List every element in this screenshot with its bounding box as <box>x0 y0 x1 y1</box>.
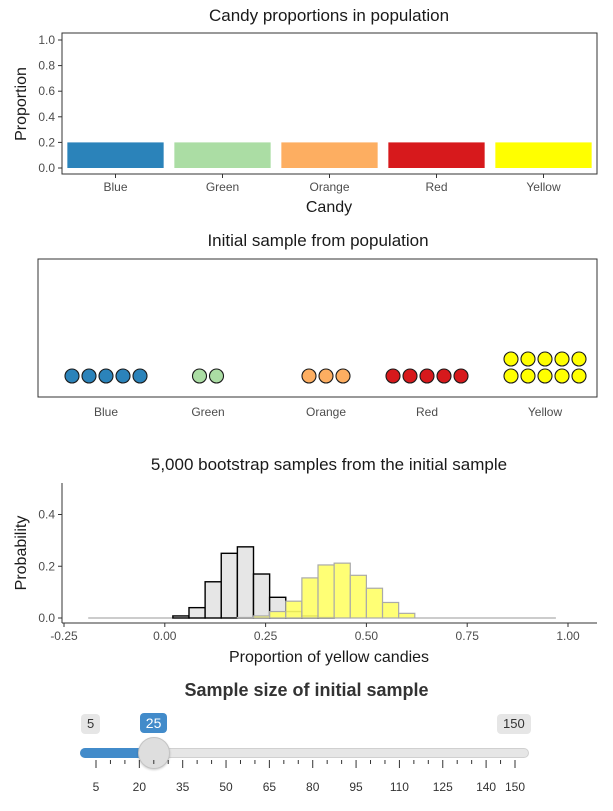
chart1-ylabel: Proportion <box>13 67 30 141</box>
chart2-point-green <box>191 368 208 384</box>
chart2-point-blue <box>98 368 114 384</box>
chart2-point-red <box>436 368 452 384</box>
chart1-xtick-label: Blue <box>103 180 127 194</box>
chart3-bar-yellow <box>269 610 287 619</box>
chart1-xtick-label: Orange <box>309 180 349 194</box>
chart3-xtick-label: 0.75 <box>456 629 480 643</box>
chart1-bar-red <box>388 142 485 168</box>
slider-tick-label: 65 <box>263 780 277 794</box>
chart3-xtick-label: 0.00 <box>153 629 177 643</box>
chart3-bar-yellow <box>285 600 303 619</box>
chart3-bar-yellow <box>333 562 351 619</box>
chart2-point-blue <box>115 368 131 384</box>
chart2-title: Initial sample from population <box>207 231 428 250</box>
chart3-bar-gray <box>188 606 206 619</box>
chart2-point-yellow <box>503 368 519 384</box>
chart1-title: Candy proportions in population <box>209 6 449 25</box>
chart2-point-yellow <box>571 368 587 384</box>
slider-min-label: 5 <box>81 714 101 734</box>
slider-tick-label: 125 <box>433 780 453 794</box>
chart1-xtick-label: Green <box>206 180 239 194</box>
chart2-point-red <box>419 368 435 384</box>
chart1-ytick-label: 0.0 <box>38 161 55 175</box>
chart3-xtick-label: -0.25 <box>50 629 78 643</box>
chart3-bar-gray <box>220 552 239 619</box>
chart2-point-yellow <box>571 351 587 367</box>
chart3-bar-gray <box>252 573 271 619</box>
chart2-point-orange <box>335 368 351 384</box>
slider-tick-label: 5 <box>93 780 100 794</box>
slider-tick-label: 50 <box>219 780 233 794</box>
chart3-ytick-label: 0.2 <box>38 559 55 573</box>
chart1-xtick-label: Yellow <box>526 180 561 194</box>
chart3-ytick-label: 0.0 <box>38 611 55 625</box>
chart1-xlabel: Candy <box>306 199 352 216</box>
chart2-category-label: Orange <box>306 405 346 419</box>
chart1-ytick-label: 0.6 <box>38 84 55 98</box>
slider-tick-label: 80 <box>306 780 320 794</box>
chart1-bar-blue <box>67 142 164 168</box>
chart2-point-yellow <box>537 368 553 384</box>
chart3-bar-gray <box>172 615 190 619</box>
slider-tick-label: 20 <box>133 780 147 794</box>
chart2-point-blue <box>64 368 80 384</box>
slider-title: Sample size of initial sample <box>184 680 429 700</box>
chart3-xtick-label: 0.50 <box>355 629 379 643</box>
slider-tick-label: 110 <box>390 780 409 794</box>
chart3-xlabel: Proportion of yellow candies <box>229 649 429 666</box>
chart2-panel-border <box>37 258 598 398</box>
chart2-category-label: Yellow <box>528 405 563 419</box>
chart3-bar-yellow <box>381 601 400 619</box>
chart1-ytick-label: 1.0 <box>38 33 55 47</box>
chart3-title: 5,000 bootstrap samples from the initial… <box>151 455 507 474</box>
chart1-ytick-label: 0.8 <box>38 59 55 73</box>
chart1-bar-yellow <box>495 142 592 168</box>
slider-max-label: 150 <box>497 714 531 734</box>
chart3-bar-gray <box>204 581 222 619</box>
chart2-point-orange <box>301 368 317 384</box>
chart2-point-red <box>402 368 418 384</box>
chart2-point-yellow <box>537 351 553 367</box>
chart3-xtick-label: 0.25 <box>254 629 278 643</box>
chart2-point-yellow <box>520 368 536 384</box>
chart3-bar-yellow <box>317 564 335 619</box>
chart2-point-red <box>453 368 469 384</box>
chart2-point-yellow <box>520 351 536 367</box>
chart2-point-yellow <box>554 351 570 367</box>
chart3-bar-yellow <box>398 612 416 619</box>
chart3-xtick-label: 1.00 <box>556 629 580 643</box>
chart3-bar-yellow <box>252 615 271 619</box>
chart3-bar-yellow <box>365 587 384 619</box>
slider-tick-label: 95 <box>349 780 363 794</box>
slider-tick-label: 150 <box>505 780 525 794</box>
slider-tick-axis: 5 20 35 50 65 80 95 110 125 140 150 <box>93 760 525 794</box>
chart2-category-label: Green <box>191 405 224 419</box>
chart3-ytick-label: 0.4 <box>38 508 55 522</box>
slider-value-label: 25 <box>139 713 168 733</box>
chart2-point-blue <box>132 368 148 384</box>
chart2-point-red <box>385 368 401 384</box>
chart2-point-green <box>208 368 225 384</box>
chart3-bar-yellow <box>349 574 368 619</box>
chart1-bar-green <box>174 142 271 168</box>
chart2-point-yellow <box>503 351 519 367</box>
slider-tick-label: 35 <box>176 780 190 794</box>
chart3-ylabel: Probability <box>13 516 30 591</box>
chart3-bar-gray <box>236 546 255 619</box>
slider-tick-label: 140 <box>476 780 496 794</box>
chart2-point-blue <box>81 368 97 384</box>
chart2-category-label: Red <box>416 405 438 419</box>
chart1-bar-orange <box>281 142 378 168</box>
chart1-xtick-label: Red <box>425 180 447 194</box>
chart2-point-yellow <box>554 368 570 384</box>
chart1-ytick-label: 0.2 <box>38 135 55 149</box>
slider-fill <box>80 748 154 758</box>
chart3-bar-yellow <box>236 616 255 619</box>
chart3-bar-yellow <box>301 577 319 619</box>
chart2-category-label: Blue <box>94 405 118 419</box>
charts-area: Candy proportions in population 0.0 0.2 0.4… <box>13 6 598 666</box>
chart2-point-orange <box>318 368 334 384</box>
chart1-ytick-label: 0.4 <box>38 110 55 124</box>
